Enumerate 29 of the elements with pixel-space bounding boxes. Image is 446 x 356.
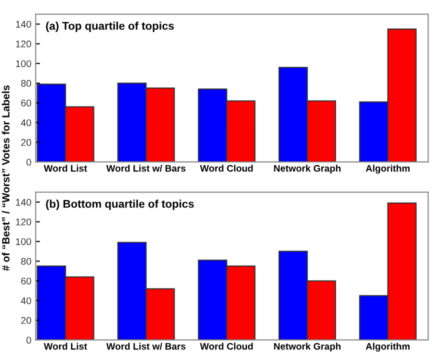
y-tick-label: 60 xyxy=(21,278,32,285)
y-axis-title: # of “Best” / “Worst” Votes for Labels xyxy=(2,85,10,271)
x-tick-label: Network Graph xyxy=(274,342,341,352)
y-tick-label: 0 xyxy=(26,336,32,344)
text: (a) Top quartile of topics xyxy=(46,22,174,32)
y-tick-label: 120 xyxy=(16,218,32,226)
y-tick-label: 40 xyxy=(20,297,32,304)
y-tick-label: 100 xyxy=(16,238,32,246)
y-tick-label: 120 xyxy=(16,40,32,48)
x-tick-label: Word Cloud xyxy=(200,164,253,172)
x-tick-label: Word List w/ Bars xyxy=(106,164,186,172)
x-tick-label: Word List xyxy=(44,164,88,172)
y-tick-label: 0 xyxy=(26,158,32,166)
text: (b) Bottom quartile of topics xyxy=(46,200,194,210)
x-tick-label: Network Graph xyxy=(274,164,341,174)
y-tick-label: 80 xyxy=(21,80,32,87)
y-tick-label: 100 xyxy=(16,60,32,68)
x-tick-label: Word List xyxy=(44,342,88,350)
y-tick-label: 140 xyxy=(16,198,32,206)
x-tick-label: Algorithm xyxy=(366,164,410,174)
y-tick-label: 20 xyxy=(21,139,32,146)
y-tick-label: 140 xyxy=(16,20,32,28)
x-tick-label: Word List w/ Bars xyxy=(106,342,186,350)
y-tick-label: 80 xyxy=(21,258,32,265)
x-tick-label: Word Cloud xyxy=(200,342,253,350)
x-tick-label: Algorithm xyxy=(366,342,410,352)
y-tick-label: 20 xyxy=(21,317,32,324)
y-tick-label: 40 xyxy=(20,119,32,126)
y-tick-label: 60 xyxy=(21,100,32,106)
